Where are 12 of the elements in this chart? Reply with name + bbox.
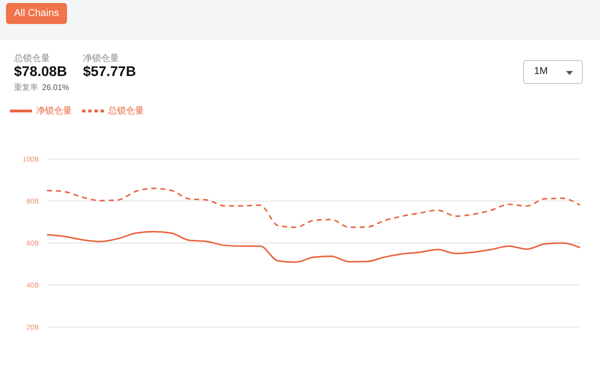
text: $57.77B [83, 63, 136, 79]
text: 1M [523, 60, 583, 84]
text: $78.08B [14, 63, 67, 79]
text: All Chains [6, 3, 68, 24]
line-series [46, 230, 581, 263]
text: 重复率 [14, 83, 38, 92]
text: 净锁仓量 [83, 52, 119, 65]
text: 总锁仓量 [14, 52, 50, 65]
text: 26.01% [42, 83, 70, 92]
legend-label: 总锁仓量 [108, 105, 144, 116]
line-series [46, 188, 581, 228]
legend-label: 净锁仓量 [36, 105, 72, 116]
